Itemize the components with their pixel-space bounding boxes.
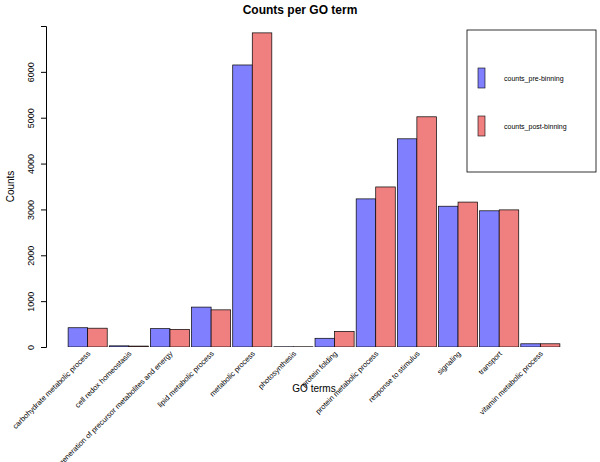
y-axis: 0 1000 2000 3000 4000 5000 6000	[26, 27, 47, 351]
y-tick-mark	[41, 164, 46, 165]
legend-label: counts_pre-binning	[504, 75, 564, 83]
x-axis-title: GO terms	[292, 383, 335, 394]
y-tick-label: 1000	[26, 292, 36, 312]
x-tick-label: lipid metabolic process	[156, 349, 216, 409]
x-tick-label: vitamin metabolic process	[478, 349, 546, 417]
y-tick-label: 2000	[26, 246, 36, 266]
y-axis-title: Counts	[5, 171, 16, 203]
x-tick-label: signaling	[435, 349, 462, 376]
x-tick: response to stimulus	[366, 349, 421, 404]
y-tick: 2000	[26, 246, 46, 266]
bar	[417, 117, 437, 347]
bar	[480, 211, 500, 347]
bar	[170, 329, 190, 347]
x-tick-label: metabolic process	[208, 349, 257, 398]
y-tick-label: 0	[26, 345, 36, 350]
y-tick: 1000	[26, 292, 46, 312]
y-tick-mark	[41, 72, 46, 73]
x-tick: transport	[476, 349, 504, 377]
y-tick: 0	[26, 345, 46, 350]
legend-label: counts_post-binning	[504, 123, 567, 131]
bar	[397, 139, 417, 347]
y-tick-mark	[41, 347, 46, 348]
bar	[438, 206, 458, 347]
x-tick-label: carbohydrate metabolic process	[11, 349, 93, 431]
bar	[109, 346, 129, 347]
y-tick-mark	[41, 255, 46, 256]
bar	[129, 346, 149, 347]
y-tick-mark	[41, 301, 46, 302]
legend-box	[467, 30, 596, 172]
bar	[150, 329, 170, 347]
legend-swatch	[478, 68, 485, 88]
x-tick: metabolic process	[208, 349, 257, 398]
y-tick-mark	[41, 118, 46, 119]
y-tick: 4000	[26, 154, 46, 174]
bar	[458, 202, 478, 347]
legend: counts_pre-binning counts_post-binning	[467, 30, 596, 172]
x-tick: carbohydrate metabolic process	[11, 349, 93, 431]
y-tick-label: 6000	[26, 62, 36, 82]
bar	[356, 199, 376, 347]
x-tick-label: response to stimulus	[366, 349, 421, 404]
bar	[540, 344, 560, 347]
bar	[521, 344, 541, 347]
x-tick: vitamin metabolic process	[478, 349, 546, 417]
y-tick: 5000	[26, 108, 46, 128]
x-tick: signaling	[435, 349, 462, 376]
y-tick-label: 3000	[26, 200, 36, 220]
y-tick: 6000	[26, 62, 46, 82]
bar	[192, 307, 212, 347]
y-tick-label: 4000	[26, 154, 36, 174]
x-axis: carbohydrate metabolic processcell redox…	[11, 349, 545, 462]
bar	[315, 338, 335, 347]
y-tick: 3000	[26, 200, 46, 220]
bar	[293, 346, 313, 347]
bar	[274, 346, 294, 347]
bar	[68, 328, 88, 347]
bar	[499, 210, 519, 347]
x-tick-label: transport	[476, 349, 504, 377]
y-tick-mark	[41, 209, 46, 210]
bar	[252, 33, 272, 347]
title: Counts per GO term	[243, 3, 358, 17]
y-axis-line	[41, 27, 47, 348]
bar	[88, 328, 108, 347]
bar	[335, 331, 355, 347]
bar	[233, 65, 253, 347]
y-tick-label: 5000	[26, 108, 36, 128]
chart: 0 1000 2000 3000 4000 5000 6000 carbohydrate me…	[0, 0, 600, 462]
bar	[211, 310, 231, 347]
legend-swatch	[478, 116, 485, 136]
x-tick: lipid metabolic process	[156, 349, 216, 409]
bar	[376, 187, 396, 347]
